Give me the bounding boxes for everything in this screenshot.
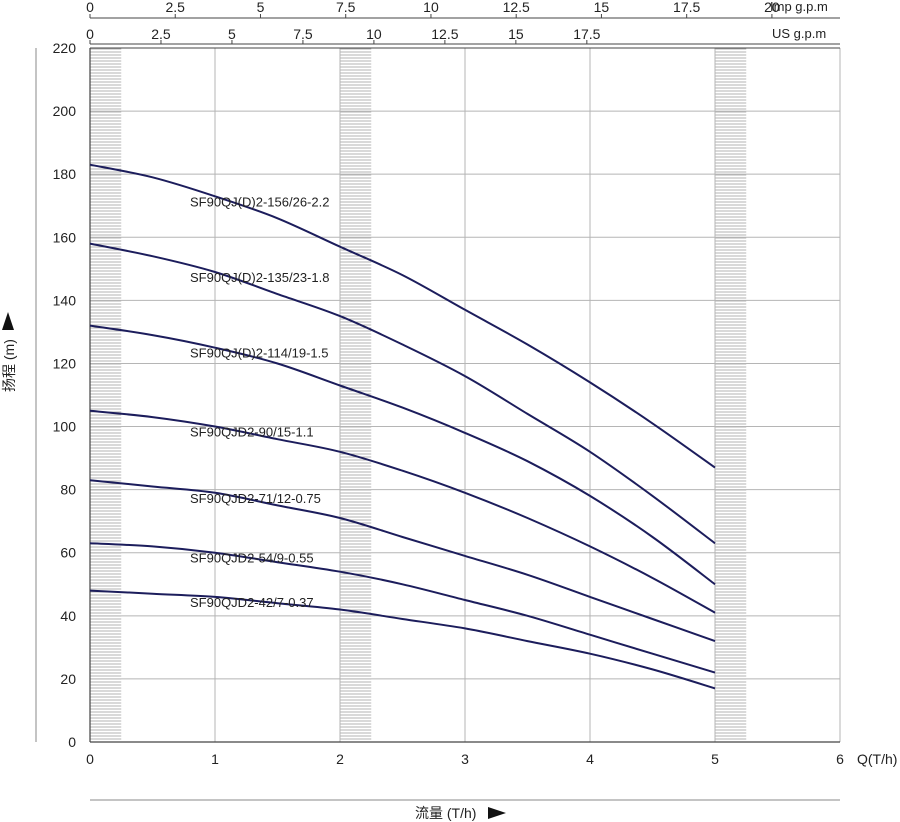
right-arrow-icon bbox=[488, 807, 506, 819]
us-gpm-axis: 0 2.5 5 7.5 10 12.5 15 17.5 bbox=[86, 26, 840, 45]
impgpm-tick-label: 12.5 bbox=[503, 0, 530, 15]
curve-labels: SF90QJ(D)2-156/26-2.2 SF90QJ(D)2-135/23-1… bbox=[190, 194, 329, 610]
x-tick-label: 0 bbox=[86, 751, 94, 767]
impgpm-tick-label: 20 bbox=[764, 0, 780, 15]
usgpm-tick-label: 12.5 bbox=[431, 26, 458, 42]
imp-gpm-axis: 0 2.5 5 7.5 10 12.5 15 17.5 20 bbox=[86, 0, 840, 19]
usgpm-tick-label: 0 bbox=[86, 26, 94, 42]
y-axis-title-text: 扬程 (m) bbox=[1, 339, 17, 392]
shaded-band-1 bbox=[340, 48, 372, 740]
grid-lines bbox=[89, 47, 841, 743]
usgpm-tick-label: 10 bbox=[366, 26, 382, 42]
impgpm-tick-label: 7.5 bbox=[336, 0, 356, 15]
impgpm-tick-label: 17.5 bbox=[673, 0, 700, 15]
x-end-label: Q(T/h) bbox=[857, 751, 897, 767]
y-tick-label: 140 bbox=[53, 292, 77, 308]
x-tick-labels: 0 1 2 3 4 5 6 bbox=[86, 751, 844, 767]
curve-label-5: SF90QJD2-54/9-0.55 bbox=[190, 551, 314, 566]
y-tick-label: 0 bbox=[68, 734, 76, 750]
y-tick-label: 40 bbox=[60, 608, 76, 624]
usgpm-tick-label: 15 bbox=[508, 26, 524, 42]
usgpm-tick-label: 2.5 bbox=[151, 26, 171, 42]
x-axis-title-text: 流量 (T/h) bbox=[415, 805, 476, 821]
y-tick-label: 180 bbox=[53, 166, 77, 182]
y-tick-label: 200 bbox=[53, 103, 77, 119]
curve-2 bbox=[89, 324, 716, 586]
x-tick-label: 3 bbox=[461, 751, 469, 767]
shaded-bands bbox=[90, 48, 747, 740]
curve-label-3: SF90QJD2-90/15-1.1 bbox=[190, 425, 314, 440]
curve-label-0: SF90QJ(D)2-156/26-2.2 bbox=[190, 194, 329, 209]
curve-3 bbox=[89, 409, 716, 614]
y-tick-label: 20 bbox=[60, 671, 76, 687]
curve-5 bbox=[89, 542, 716, 674]
x-tick-label: 4 bbox=[586, 751, 594, 767]
x-tick-label: 5 bbox=[711, 751, 719, 767]
x-tick-label: 2 bbox=[336, 751, 344, 767]
x-tick-label: 1 bbox=[211, 751, 219, 767]
imp-gpm-label: Imp g.p.m bbox=[770, 0, 828, 14]
curve-4 bbox=[89, 479, 716, 643]
curve-6 bbox=[89, 589, 716, 690]
impgpm-tick-label: 0 bbox=[86, 0, 94, 15]
pump-curves bbox=[89, 163, 716, 690]
usgpm-tick-label: 17.5 bbox=[573, 26, 600, 42]
plot-frame bbox=[89, 47, 840, 743]
impgpm-tick-label: 2.5 bbox=[166, 0, 186, 15]
us-gpm-label: US g.p.m bbox=[772, 26, 826, 41]
impgpm-tick-label: 5 bbox=[257, 0, 265, 15]
curve-0 bbox=[89, 163, 716, 469]
y-tick-label: 80 bbox=[60, 482, 76, 498]
curve-label-4: SF90QJD2-71/12-0.75 bbox=[190, 491, 321, 506]
curve-label-2: SF90QJ(D)2-114/19-1.5 bbox=[190, 346, 329, 361]
shaded-band-2 bbox=[715, 48, 747, 740]
curve-label-1: SF90QJ(D)2-135/23-1.8 bbox=[190, 270, 329, 285]
y-tick-label: 160 bbox=[53, 229, 77, 245]
up-arrow-icon bbox=[2, 312, 14, 330]
curve-1 bbox=[89, 242, 716, 545]
x-tick-label: 6 bbox=[836, 751, 844, 767]
usgpm-tick-label: 5 bbox=[228, 26, 236, 42]
curve-label-6: SF90QJD2-42/7-0.37 bbox=[190, 595, 314, 610]
impgpm-tick-label: 15 bbox=[594, 0, 610, 15]
y-tick-label: 120 bbox=[53, 355, 77, 371]
y-axis-title: 扬程 (m) bbox=[1, 48, 37, 742]
impgpm-tick-label: 10 bbox=[423, 0, 439, 15]
y-tick-label: 60 bbox=[60, 545, 76, 561]
y-tick-label: 220 bbox=[53, 40, 77, 56]
y-tick-label: 100 bbox=[53, 419, 77, 435]
usgpm-tick-label: 7.5 bbox=[293, 26, 313, 42]
x-axis-title: 流量 (T/h) bbox=[90, 799, 840, 821]
shaded-band-0 bbox=[90, 48, 122, 740]
y-tick-labels: 0 20 40 60 80 100 120 140 160 180 200 220 bbox=[53, 40, 77, 750]
